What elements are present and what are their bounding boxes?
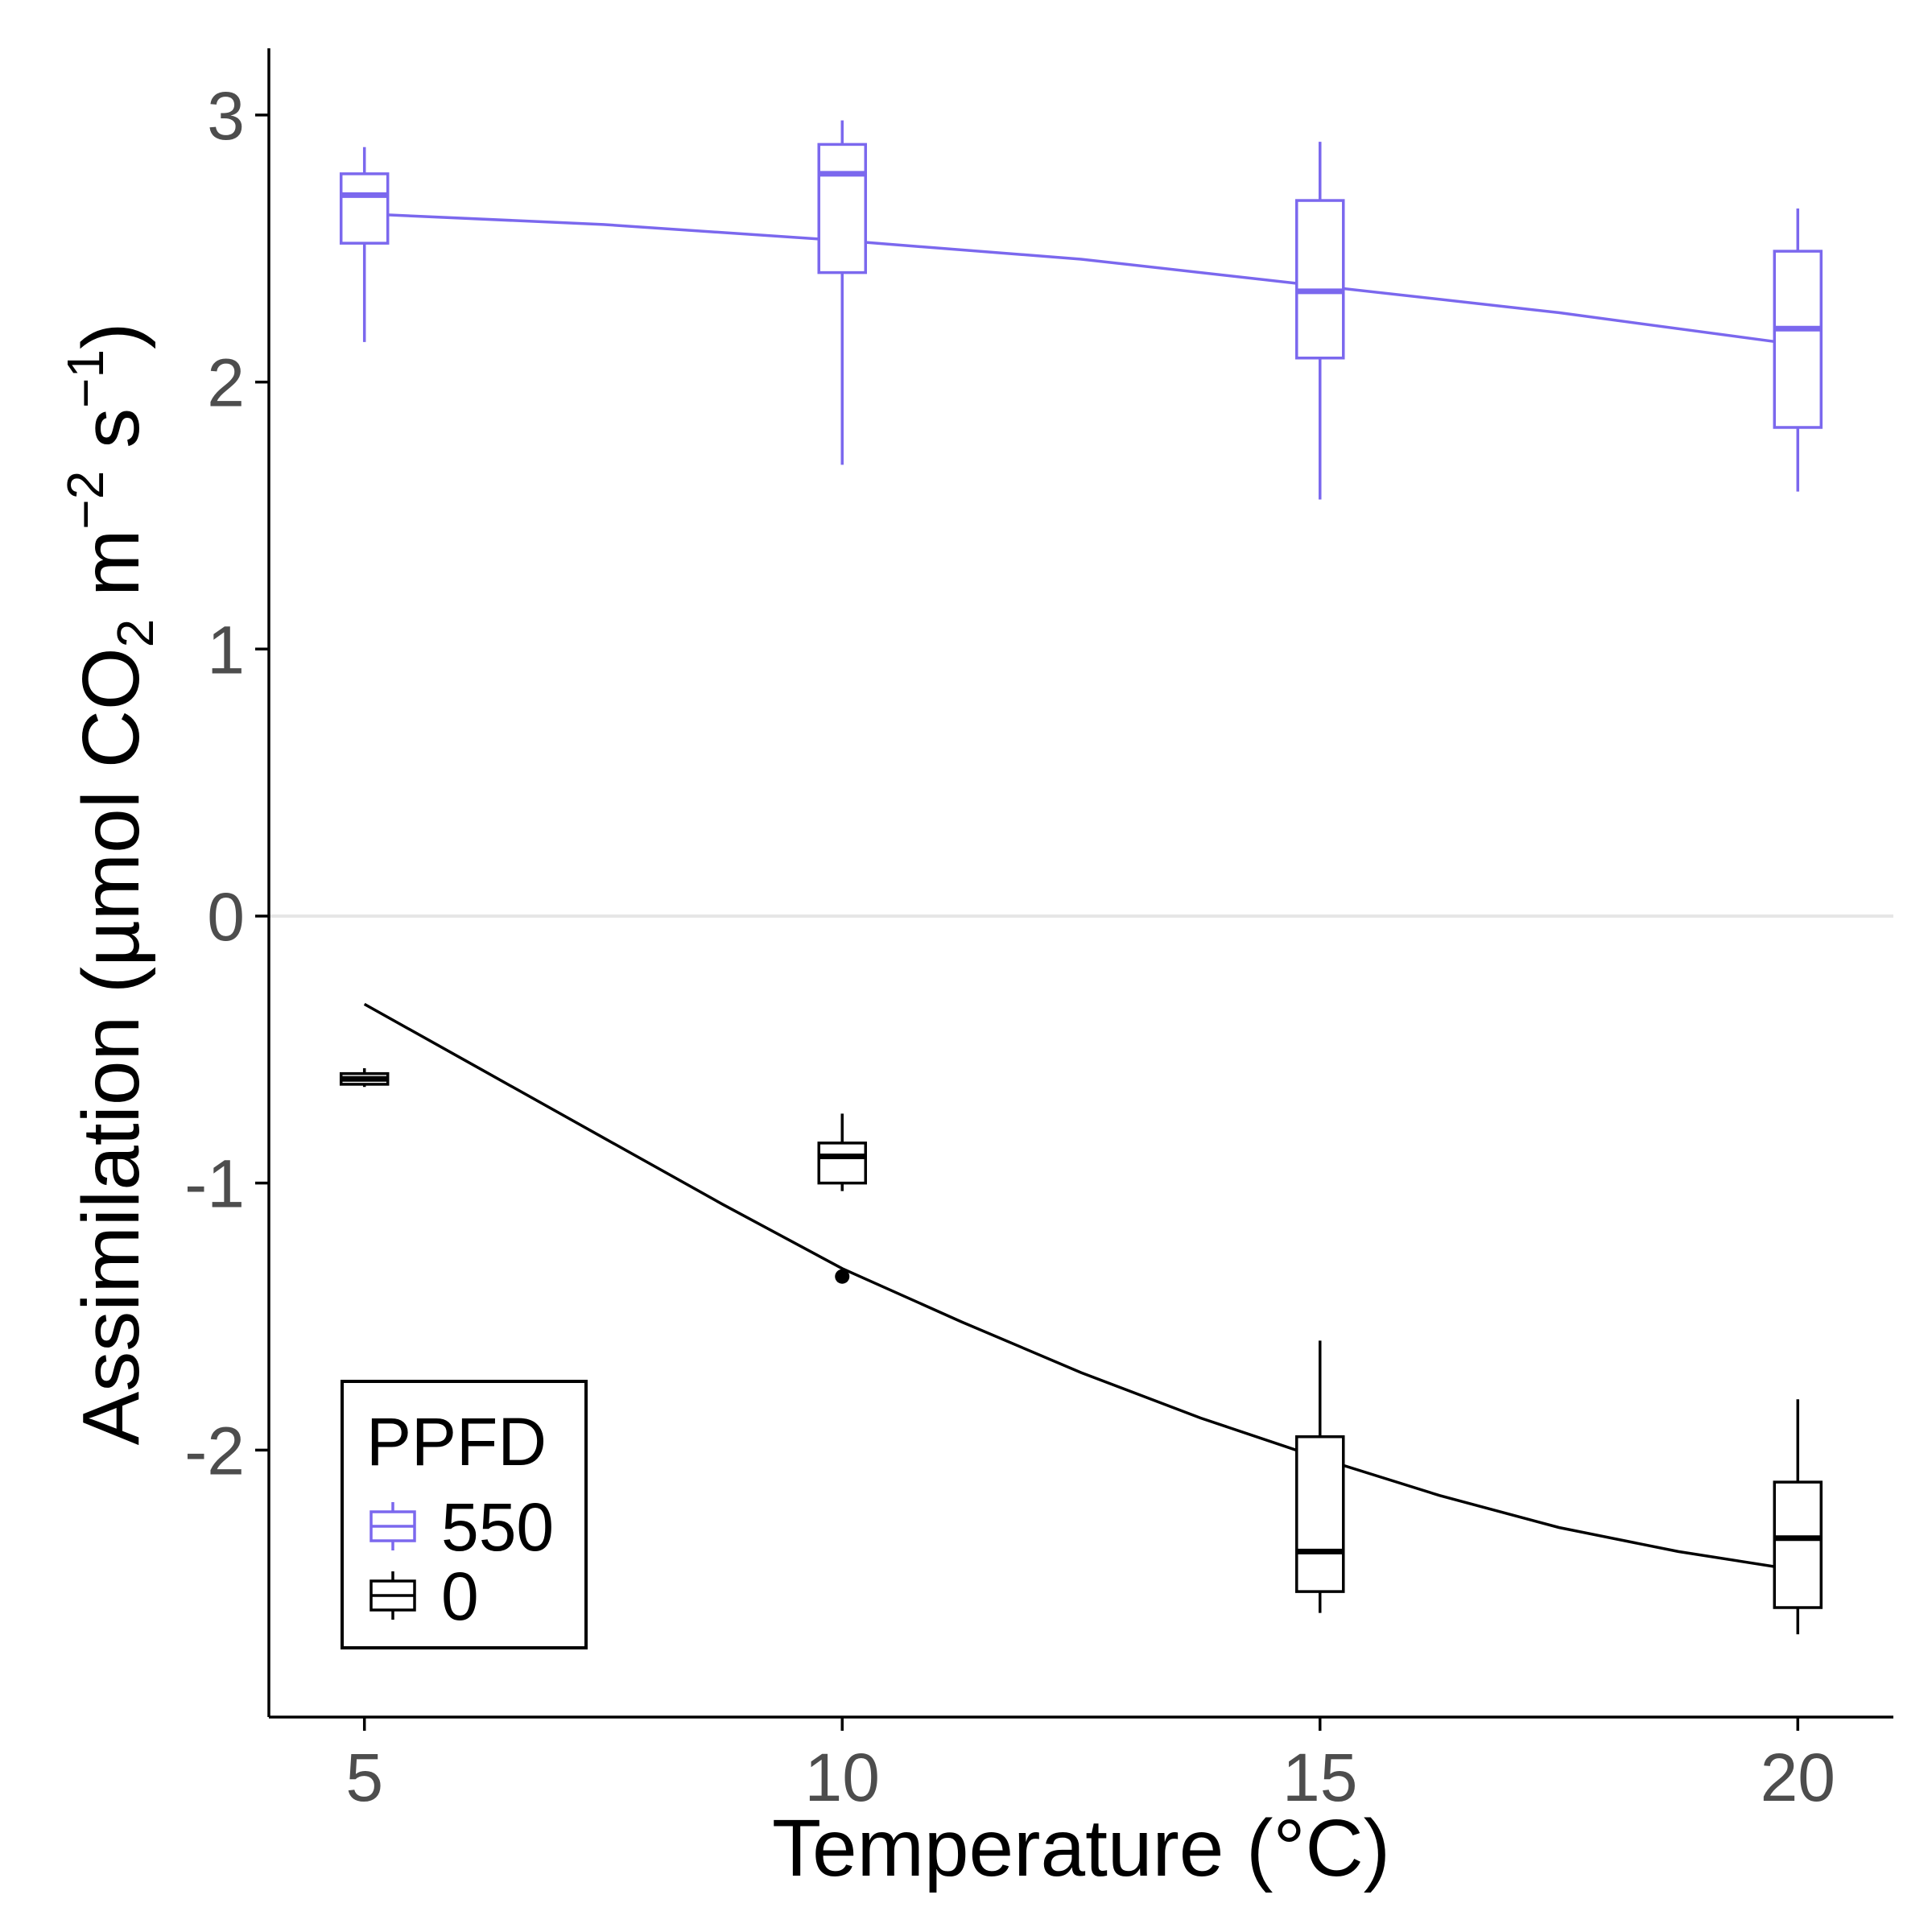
x-tick-label: 10	[805, 1740, 880, 1815]
outlier-point-series-1-0	[835, 1269, 850, 1284]
box-series-0-x-10	[817, 120, 867, 465]
box-series-1-x-10	[817, 1113, 867, 1191]
axes-layer: -2 -1 0 1 2 3 5 10 15 20	[184, 48, 1893, 1815]
boxes-layer	[339, 120, 1823, 1635]
y-axis-title-prefix: Assimilation (µmol CO	[66, 647, 156, 1445]
y-tick-label: 0	[207, 879, 245, 955]
y-axis-title-mid-2: s	[66, 408, 156, 471]
fit-lines-layer	[363, 212, 1798, 1572]
legend-entry-1: 0	[369, 1558, 479, 1634]
box-iqr	[1295, 199, 1345, 360]
legend-label: 550	[441, 1489, 554, 1565]
x-tick-label: 5	[345, 1740, 383, 1815]
box-series-0-x-5	[339, 147, 390, 342]
box-iqr	[817, 142, 867, 275]
box-series-1-x-20	[1773, 1399, 1823, 1635]
fit-line-series-0	[364, 212, 1798, 346]
y-axis-title-superscript-2: −1	[56, 349, 114, 408]
box-iqr	[817, 1141, 867, 1185]
y-tick-label: 3	[207, 78, 245, 154]
box-series-1-x-15	[1295, 1340, 1345, 1613]
box-iqr	[1773, 250, 1823, 429]
y-axis-title: Assimilation (µmol CO2 m−2 s−1)	[56, 323, 164, 1446]
y-tick-label: -1	[184, 1146, 245, 1222]
y-tick-label: 2	[207, 345, 245, 421]
legend-title: PPFD	[366, 1404, 547, 1480]
y-axis-title-suffix: )	[66, 323, 156, 349]
box-series-0-x-15	[1295, 142, 1345, 500]
box-series-1-x-5	[339, 1068, 390, 1088]
y-axis-title-mid: m	[66, 530, 156, 619]
legend-label: 0	[441, 1558, 479, 1634]
box-series-0-x-20	[1773, 208, 1823, 492]
x-tick-label: 15	[1282, 1740, 1357, 1815]
y-axis-title-superscript-1: −2	[56, 471, 114, 530]
box-iqr	[1295, 1435, 1345, 1593]
box-iqr	[1773, 1480, 1823, 1609]
box-iqr	[339, 172, 390, 245]
y-tick-label: -2	[184, 1413, 245, 1488]
fit-line-series-1	[363, 1002, 1798, 1572]
y-axis-title-subscript: 2	[106, 619, 164, 648]
x-tick-label: 20	[1761, 1740, 1835, 1815]
y-tick-label: 1	[207, 612, 245, 687]
legend-entry-0: 550	[369, 1489, 554, 1565]
x-axis-title: Temperature (°C)	[772, 1803, 1390, 1893]
